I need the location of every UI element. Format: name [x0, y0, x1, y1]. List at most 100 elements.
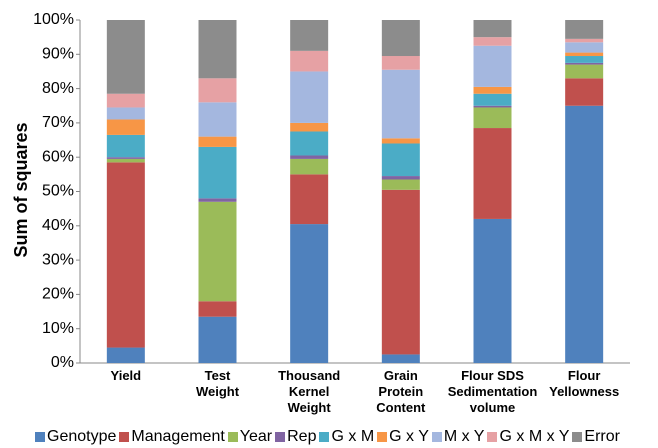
bar-segment: [381, 20, 420, 57]
bar-segment: [565, 62, 604, 65]
bar-segment: [290, 50, 329, 72]
legend-swatch: [487, 432, 498, 442]
bar-segment: [381, 138, 420, 144]
bar-segment: [290, 224, 329, 363]
bar-segment: [565, 64, 604, 79]
legend-item: Genotype: [35, 428, 116, 446]
legend-label: Year: [239, 428, 273, 445]
legend-item: Rep: [275, 428, 316, 446]
legend-item: G x Y: [377, 428, 429, 446]
bar-segment: [290, 155, 329, 159]
bar-segment: [106, 158, 145, 163]
y-tick-label: 50%: [42, 183, 74, 200]
bar-segment: [565, 56, 604, 63]
bar-segment: [381, 56, 420, 70]
legend-label: Genotype: [47, 428, 117, 445]
legend-item: Management: [119, 428, 225, 446]
bar-segment: [290, 71, 329, 123]
bar-segment: [106, 93, 145, 108]
bar-segment: [473, 93, 512, 106]
bar-segment: [106, 157, 145, 159]
legend-label: M x Y: [443, 428, 485, 445]
bar-segment: [565, 38, 604, 43]
y-tick-label: 90%: [42, 46, 74, 63]
bar-segment: [198, 102, 237, 137]
legend-label: Rep: [287, 428, 317, 445]
legend-item: Year: [227, 428, 273, 446]
y-tick-label: 70%: [42, 114, 74, 131]
bar-segment: [473, 218, 512, 363]
legend-label: Management: [131, 428, 225, 445]
bar-segment: [106, 347, 145, 363]
y-tick-label: 0%: [51, 354, 74, 371]
bar-segment: [473, 45, 512, 87]
x-tick-label: Flour Yellowness: [549, 368, 620, 399]
legend-swatch: [377, 432, 388, 442]
legend: Genotype Management Year Rep G x M G x Y M x Y…: [0, 428, 658, 446]
y-axis-title: Sum of squares: [11, 122, 31, 257]
bar-segment: [198, 136, 237, 147]
bar-segment: [381, 179, 420, 190]
bar-segment: [106, 20, 145, 94]
bar-segment: [565, 20, 604, 39]
y-tick-label: 100%: [33, 11, 74, 28]
bar-segment: [290, 20, 329, 51]
x-tick-label: Thousand Kernel Weight: [278, 368, 341, 415]
legend-swatch: [35, 432, 46, 442]
legend-label: G x M x Y: [499, 428, 570, 445]
legend-label: Error: [584, 428, 620, 445]
bar-segment: [381, 176, 420, 180]
y-tick-label: 10%: [42, 320, 74, 337]
bar-segment: [198, 316, 237, 363]
x-tick-label: Test Weight: [195, 368, 240, 399]
legend-swatch: [227, 432, 238, 442]
bar-segment: [290, 131, 329, 156]
legend-item: G x M: [319, 428, 374, 446]
legend-item: M x Y: [431, 428, 485, 446]
bar-segment: [198, 301, 237, 317]
x-tick-label: Yield: [110, 368, 142, 383]
y-tick-label: 80%: [42, 80, 74, 97]
bar-segment: [198, 78, 237, 103]
bar-segment: [565, 42, 604, 53]
bar-segment: [565, 105, 604, 363]
legend-label: G x Y: [389, 428, 429, 445]
legend-swatch: [431, 432, 442, 442]
legend-swatch: [319, 432, 330, 442]
x-tick-label: Flour SDS Sedimentation volume: [447, 368, 538, 415]
legend-item: G x M x Y: [487, 428, 569, 446]
x-tick-label: Grain Protein Content: [376, 368, 426, 415]
bar-segment: [565, 52, 604, 57]
bar-segment: [473, 37, 512, 46]
bar-segment: [473, 86, 512, 94]
bar-segment: [290, 174, 329, 225]
bar-segment: [565, 78, 604, 106]
legend-swatch: [119, 432, 130, 442]
bar-segment: [290, 158, 329, 175]
bar-segment: [106, 119, 145, 135]
bar-segment: [473, 107, 512, 129]
y-tick-label: 30%: [42, 251, 74, 268]
bar-segment: [106, 107, 145, 120]
bar-segment: [198, 201, 237, 302]
bar-segment: [381, 69, 420, 139]
y-tick-label: 40%: [42, 217, 74, 234]
bar-segment: [473, 20, 512, 38]
bar-segment: [198, 20, 237, 79]
bar-segment: [106, 134, 145, 158]
bar-segment: [381, 354, 420, 363]
bar-segment: [381, 189, 420, 355]
legend-item: Error: [572, 428, 620, 446]
bar-segment: [290, 122, 329, 132]
bar-segment: [473, 128, 512, 219]
y-tick-label: 20%: [42, 286, 74, 303]
legend-label: G x M: [331, 428, 375, 445]
legend-swatch: [572, 432, 583, 442]
bar-segment: [473, 105, 512, 108]
bar-segment: [106, 162, 145, 348]
bar-segment: [381, 143, 420, 177]
bar-segment: [198, 146, 237, 199]
bar-segment: [198, 198, 237, 202]
legend-swatch: [275, 432, 286, 442]
